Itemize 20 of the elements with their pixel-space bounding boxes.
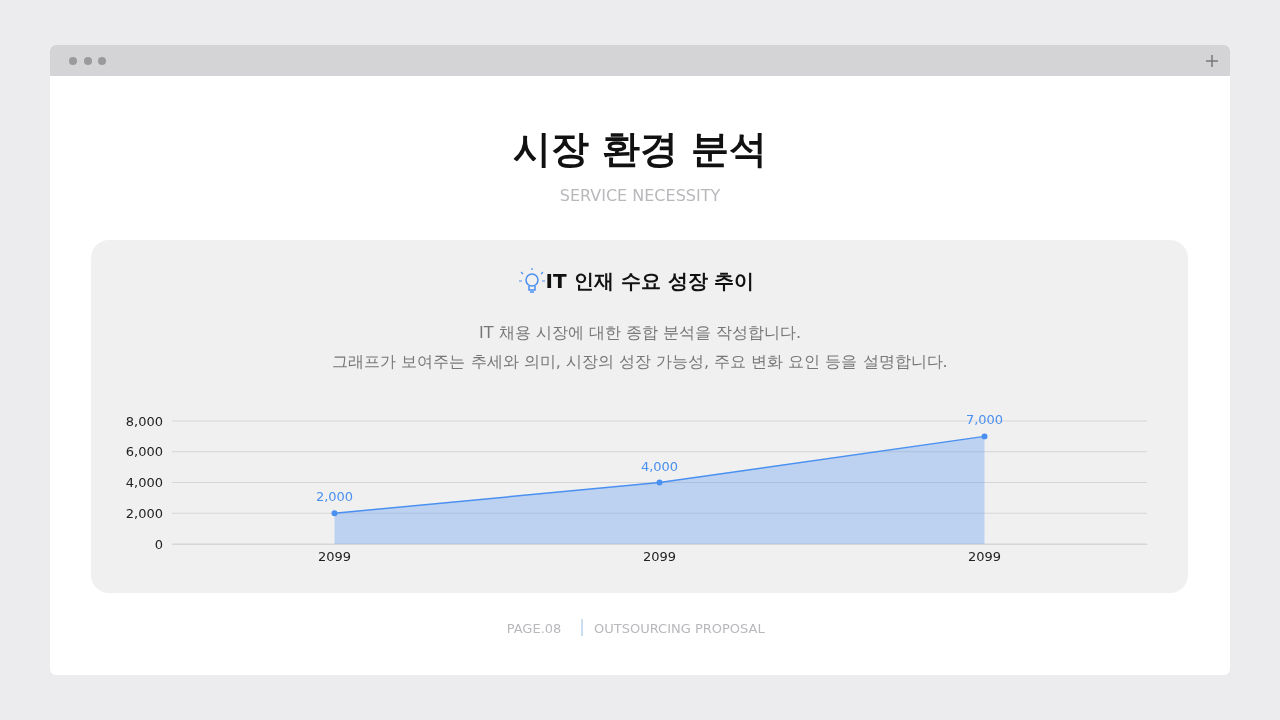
y-tick-label: 2,000 <box>125 505 163 521</box>
data-label: 2,000 <box>315 489 354 505</box>
y-tick-label: 0 <box>154 536 163 552</box>
y-tick-label: 8,000 <box>125 413 163 429</box>
x-tick-label: 2099 <box>967 549 1002 565</box>
y-tick-label: 4,000 <box>125 475 163 491</box>
text: PAGE.08 <box>506 621 562 636</box>
point <box>656 479 663 486</box>
x-tick-label: 2099 <box>642 549 677 565</box>
text: OUTSOURCING PROPOSAL <box>594 621 766 636</box>
text: SERVICE NECESSITY <box>559 186 721 205</box>
data-label: 7,000 <box>965 412 1004 428</box>
point <box>981 433 988 440</box>
y-tick-label: 6,000 <box>125 444 163 460</box>
data-label: 4,000 <box>640 458 679 474</box>
x-tick-label: 2099 <box>317 549 352 565</box>
chart-title: IT 인재 수요 성장 추이 <box>545 269 755 293</box>
point <box>331 510 338 517</box>
chart-subtitle: IT 채용 시장에 대한 종합 분석을 작성합니다. 그래프가 보여주는 추세와 의미, 시장의 성장 가능성, 주요 변화 요인 등을 설명합니다. <box>332 323 948 371</box>
text: 시장 환경 분석 <box>512 127 768 171</box>
